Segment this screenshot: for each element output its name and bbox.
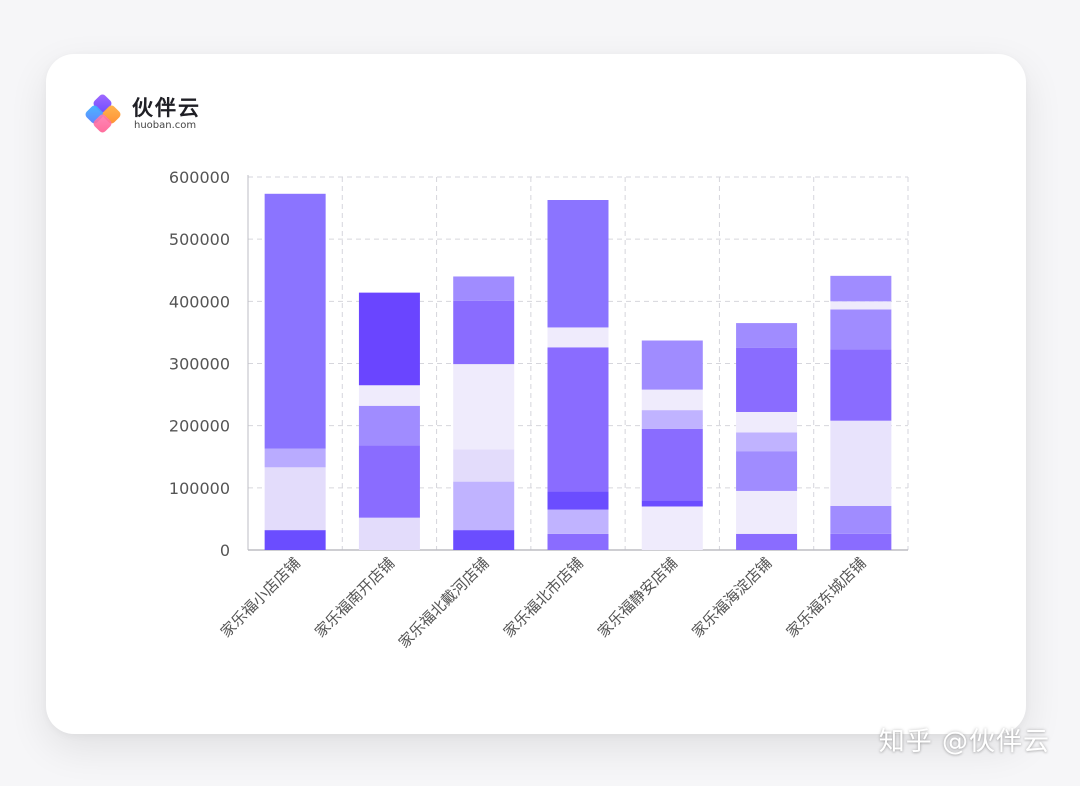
bar-segment bbox=[736, 347, 798, 412]
bar-segment bbox=[358, 445, 420, 518]
bar-segment bbox=[358, 292, 420, 386]
bar-segment bbox=[453, 481, 515, 531]
bar-segment bbox=[358, 405, 420, 446]
bar-segment bbox=[641, 428, 703, 501]
y-tick-label: 100000 bbox=[169, 479, 230, 498]
bar-segment bbox=[453, 530, 515, 550]
bar-segment bbox=[830, 349, 892, 421]
bar-segment bbox=[830, 301, 892, 310]
y-tick-label: 500000 bbox=[169, 230, 230, 249]
y-tick-label: 400000 bbox=[169, 292, 230, 311]
x-tick-label: 家乐福东城店铺 bbox=[783, 554, 870, 641]
brand-logo: 伙伴云 huoban.com bbox=[82, 92, 201, 136]
y-tick-label: 0 bbox=[220, 541, 230, 560]
bar-segment bbox=[830, 533, 892, 550]
bar-segment bbox=[264, 193, 326, 449]
bar-segment bbox=[358, 517, 420, 550]
bar-segment bbox=[358, 385, 420, 406]
y-tick-label: 600000 bbox=[169, 168, 230, 187]
bar-segment bbox=[547, 491, 609, 510]
bar-segment bbox=[264, 448, 326, 468]
bar-segment bbox=[830, 309, 892, 350]
y-tick-label: 300000 bbox=[169, 355, 230, 374]
bar-segment bbox=[547, 327, 609, 348]
logo-icon bbox=[85, 94, 121, 133]
bar-segment bbox=[641, 506, 703, 550]
bar-segment bbox=[547, 200, 609, 328]
bar-segment bbox=[830, 275, 892, 302]
y-tick-label: 200000 bbox=[169, 417, 230, 436]
brand-name: 伙伴云 bbox=[132, 96, 201, 120]
x-tick-label: 家乐福北市店铺 bbox=[500, 554, 587, 641]
watermark-text: 知乎 @伙伴云 bbox=[878, 727, 1050, 757]
bar-segment bbox=[736, 490, 798, 534]
bar-segment bbox=[641, 389, 703, 411]
bar-segment bbox=[736, 533, 798, 550]
bar-segment bbox=[830, 505, 892, 534]
x-tick-label: 家乐福北戴河店铺 bbox=[395, 554, 493, 652]
x-tick-label: 家乐福小店店铺 bbox=[217, 554, 304, 641]
bar-segment bbox=[453, 449, 515, 482]
bar-segment bbox=[547, 347, 609, 492]
bar-segment bbox=[641, 500, 703, 507]
bar-segment bbox=[547, 509, 609, 534]
bar-segment bbox=[641, 410, 703, 429]
bar-segment bbox=[453, 300, 515, 365]
brand-domain: huoban.com bbox=[134, 120, 197, 131]
bar-segment bbox=[547, 533, 609, 550]
bar-segment bbox=[736, 411, 798, 433]
bar-segment bbox=[264, 530, 326, 550]
bar-segment bbox=[641, 340, 703, 390]
bar-segment bbox=[453, 276, 515, 301]
bar-segment bbox=[736, 432, 798, 452]
x-tick-label: 家乐福南开店铺 bbox=[311, 554, 398, 641]
bar-segment bbox=[830, 420, 892, 506]
x-tick-label: 家乐福静安店铺 bbox=[594, 554, 681, 641]
bar-segment bbox=[736, 323, 798, 348]
bar-segment bbox=[453, 364, 515, 450]
x-tick-label: 家乐福海淀店铺 bbox=[688, 554, 775, 641]
bar-segment bbox=[264, 467, 326, 531]
bar-segment bbox=[736, 451, 798, 491]
